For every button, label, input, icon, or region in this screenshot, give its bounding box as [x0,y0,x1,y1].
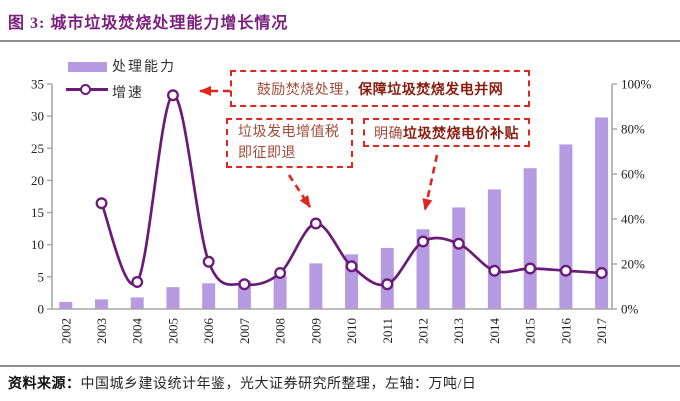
right-axis-tick-label: 20% [621,257,645,272]
left-axis-tick-label: 5 [38,269,45,284]
annotation-text-bold: 垃圾焚烧电价补贴 [403,126,519,142]
source-note: 资料来源：中国城乡建设统计年鉴，光大证券研究所整理，左轴：万吨/日 [8,373,476,393]
source-label: 资料来源： [8,377,81,392]
growth-marker [95,197,108,210]
growth-marker [131,276,144,288]
legend-line-sample [66,84,108,95]
capacity-bar [595,117,609,309]
growth-marker [274,267,287,279]
title-divider [0,40,680,42]
annotation-text: 垃圾发电增值税 [238,125,340,140]
left-axis-tick-label: 25 [31,141,44,156]
right-axis-tick-label: 60% [621,167,645,182]
capacity-bar [273,275,287,309]
annotation-text: 鼓励焚烧处理， [256,82,359,98]
growth-marker [417,235,429,248]
annotation-text: 明确 [374,126,403,142]
annotation-text: 即征即退 [238,146,296,161]
capacity-bar [166,287,180,309]
legend-bar-label: 处理能力 [112,60,176,75]
left-axis-tick-label: 0 [38,302,45,317]
right-axis-tick-label: 0% [621,302,639,317]
x-axis-tick-label: 2004 [130,318,145,345]
x-axis-tick-label: 2011 [380,318,395,344]
legend-line-label: 增速 [112,86,144,101]
legend-line-marker-icon [80,84,91,95]
growth-marker [345,260,358,273]
x-axis-tick-label: 2002 [58,318,73,344]
x-axis-tick-label: 2014 [487,318,502,345]
right-axis-tick-label: 40% [621,212,645,227]
growth-marker [452,237,465,250]
x-axis-tick-label: 2005 [165,318,180,344]
growth-marker [238,278,251,291]
right-axis-tick-label: 80% [621,122,645,137]
growth-marker [524,262,537,275]
left-axis-tick-label: 15 [31,205,44,220]
capacity-bar [523,168,537,309]
capacity-bar [452,207,466,309]
x-axis-tick-label: 2016 [558,318,573,345]
x-axis-tick-label: 2009 [308,318,323,344]
capacity-bar [309,263,323,309]
capacity-bar [95,299,109,309]
figure-title: 图 3: 城市垃圾焚烧处理能力增长情况 [8,15,289,32]
capacity-bar [130,297,144,309]
annotation-grid-connection: 鼓励焚烧处理， 保障垃圾焚烧发电并网 [230,70,530,107]
capacity-bar [59,301,73,309]
growth-marker [167,89,179,102]
growth-marker [381,278,394,291]
x-axis-tick-label: 2010 [344,318,359,344]
footer-divider [0,365,680,367]
x-axis-tick-label: 2012 [416,318,431,344]
x-axis-tick-label: 2008 [273,318,288,344]
growth-marker [595,267,608,279]
x-axis-tick-label: 2015 [523,318,538,344]
source-text: 中国城乡建设统计年鉴，光大证券研究所整理， [80,377,385,392]
x-axis-tick-label: 2017 [594,318,609,345]
growth-marker [559,264,572,277]
annotation-price-subsidy: 明确 垃圾焚烧电价补贴 [363,118,530,147]
left-axis-tick-label: 10 [31,237,44,252]
x-axis-tick-label: 2007 [237,318,252,345]
arrow-to-2012-icon [422,154,439,211]
annotation-text-bold: 保障垃圾焚烧发电并网 [358,82,504,98]
growth-marker [309,217,322,230]
growth-marker [202,255,215,268]
capacity-bar [416,229,430,309]
left-axis-tick-label: 35 [31,77,44,92]
left-axis-tick-label: 30 [31,109,44,124]
x-axis-tick-label: 2003 [94,318,109,344]
annotation-vat-rebate: 垃圾发电增值税 即征即退 [226,118,353,168]
left-axis-note: 左轴：万吨/日 [385,377,477,392]
legend-bar-swatch [68,62,107,72]
x-axis-tick-label: 2013 [451,318,466,344]
growth-marker [488,264,501,277]
arrow-to-2009-icon [287,174,312,208]
x-axis-tick-label: 2006 [201,318,216,345]
capacity-bar [202,283,216,309]
capacity-bar [559,144,573,309]
left-axis-tick-label: 20 [31,173,44,188]
capacity-bar [487,189,501,309]
right-axis-tick-label: 100% [621,77,652,92]
